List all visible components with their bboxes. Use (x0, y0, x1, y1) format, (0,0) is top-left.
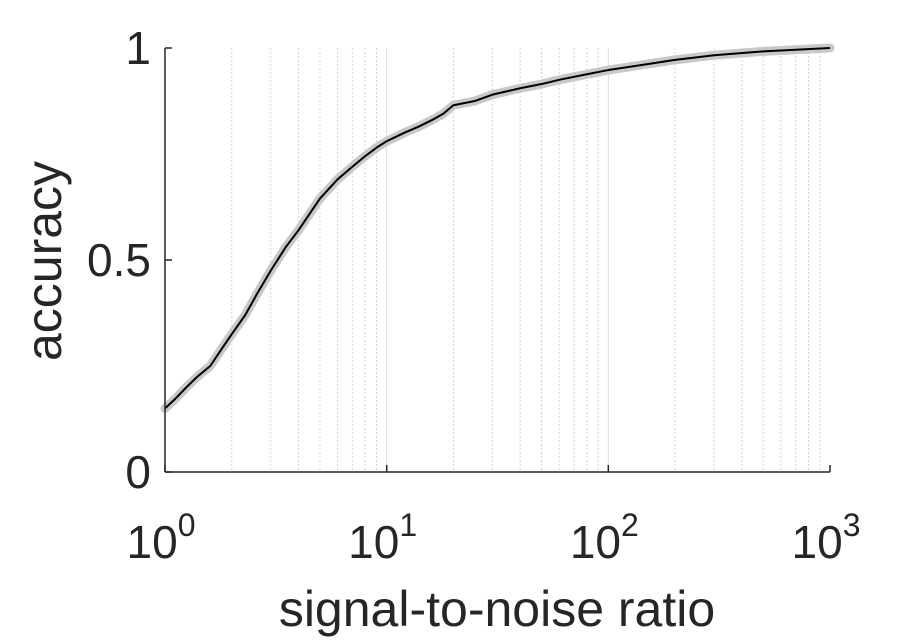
x-tick-label: 102 (570, 507, 639, 568)
accuracy-line (164, 47, 831, 410)
x-axis-label: signal-to-noise ratio (279, 581, 715, 637)
x-gridlines (231, 48, 821, 472)
x-tick-label: 101 (348, 507, 417, 568)
accuracy-line-path (164, 47, 831, 410)
x-tick-labels: 100 101 102 103 (127, 507, 861, 568)
y-tick-label: 0.5 (87, 234, 151, 286)
y-axis-label: accuracy (16, 161, 72, 361)
y-tick-label: 1 (125, 22, 151, 74)
x-tick-label: 103 (792, 507, 861, 568)
axes (164, 47, 831, 473)
x-tick-label: 100 (127, 507, 196, 568)
y-tick-labels: 00.51 (87, 22, 151, 498)
y-tick-label: 0 (125, 446, 151, 498)
